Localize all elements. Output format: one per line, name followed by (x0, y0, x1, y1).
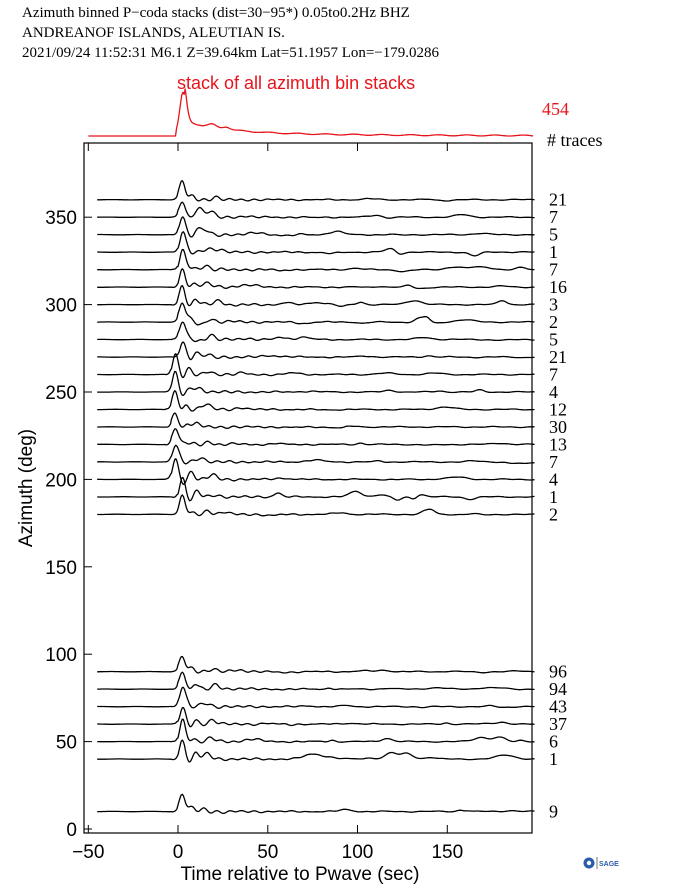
stack-count: 454 (542, 99, 569, 119)
azimuth-trace (97, 268, 535, 290)
azimuth-trace (97, 231, 535, 257)
trace-count: 7 (549, 207, 558, 227)
x-tick-label: −50 (72, 842, 104, 863)
trace-count: 2 (549, 504, 558, 524)
azimuth-trace (97, 248, 535, 273)
trace-count: 1 (549, 487, 558, 507)
trace-count: 16 (549, 277, 567, 297)
trace-count: 12 (549, 400, 567, 420)
azimuth-trace (97, 216, 535, 238)
header-line-1: Azimuth binned P−coda stacks (dist=30−95… (22, 5, 410, 21)
y-tick-label: 200 (45, 470, 77, 491)
y-tick-label: 300 (45, 296, 77, 317)
trace-count: 94 (549, 679, 567, 699)
azimuth-trace (97, 180, 535, 202)
azimuth-traces (97, 180, 535, 815)
traces-label: # traces (547, 130, 602, 150)
azimuth-trace (97, 353, 535, 379)
y-tick-label: 350 (45, 208, 77, 229)
trace-count: 1 (549, 242, 558, 262)
y-axis-label: Azimuth (deg) (16, 429, 37, 547)
azimuth-trace (97, 412, 535, 429)
azimuth-trace (97, 390, 535, 412)
azimuth-trace (97, 458, 535, 486)
stack-of-all-trace (88, 88, 534, 137)
logo-text: SAGE (599, 861, 619, 868)
x-axis-ticks: −50 0 50 100 150 (72, 143, 463, 863)
azimuth-trace (97, 706, 535, 728)
plot-frame (83, 142, 533, 834)
trace-count: 13 (549, 434, 567, 454)
azimuth-trace (97, 201, 535, 219)
trace-count: 43 (549, 697, 567, 717)
trace-count: 4 (549, 382, 558, 402)
trace-count: 37 (549, 714, 567, 734)
y-tick-label: 0 (66, 820, 77, 841)
azimuth-trace (97, 793, 535, 815)
trace-count: 1 (549, 749, 558, 769)
header-line-2: ANDREANOF ISLANDS, ALEUTIAN IS. (22, 25, 285, 41)
x-axis-label: Time relative to Pwave (sec) (181, 864, 420, 885)
header-line-3: 2021/09/24 11:52:31 M6.1 Z=39.64km Lat=5… (22, 45, 440, 61)
azimuth-trace (97, 341, 535, 361)
trace-count: 9 (549, 802, 558, 822)
trace-count: 2 (549, 312, 558, 332)
y-tick-label: 150 (45, 558, 77, 579)
y-tick-label: 50 (56, 733, 77, 754)
trace-count: 30 (549, 417, 567, 437)
azimuth-trace (97, 739, 535, 763)
azimuth-trace (97, 302, 535, 326)
trace-count: 7 (549, 260, 558, 280)
azimuth-trace (97, 671, 535, 691)
trace-count: 7 (549, 452, 558, 472)
azimuth-trace (97, 655, 535, 674)
azimuth-trace (97, 370, 535, 396)
trace-count: 96 (549, 662, 567, 682)
y-tick-label: 250 (45, 383, 77, 404)
trace-count: 5 (549, 330, 558, 350)
trace-count: 6 (549, 732, 558, 752)
y-tick-label: 100 (45, 645, 77, 666)
trace-count: 5 (549, 225, 558, 245)
x-tick-label: 50 (257, 842, 278, 863)
trace-count: 21 (549, 347, 567, 367)
stack-label: stack of all azimuth bin stacks (177, 73, 415, 93)
trace-count: 7 (549, 365, 558, 385)
x-tick-label: 100 (342, 842, 374, 863)
azimuth-trace (97, 321, 535, 343)
x-tick-label: 0 (173, 842, 184, 863)
azimuth-trace (97, 476, 535, 502)
azimuth-trace (97, 444, 535, 465)
trace-count: 21 (549, 190, 567, 210)
azimuth-trace (97, 686, 535, 709)
azimuth-trace (97, 428, 535, 447)
azimuth-trace (97, 718, 535, 744)
trace-count: 4 (549, 469, 558, 489)
azimuth-trace (97, 494, 535, 517)
y-axis-ticks: 0 50 100 150 200 250 300 350 (45, 208, 92, 841)
trace-count: 3 (549, 295, 558, 315)
x-tick-label: 150 (431, 842, 463, 863)
sage-logo: SAGE (583, 857, 619, 869)
azimuth-trace (97, 284, 535, 307)
